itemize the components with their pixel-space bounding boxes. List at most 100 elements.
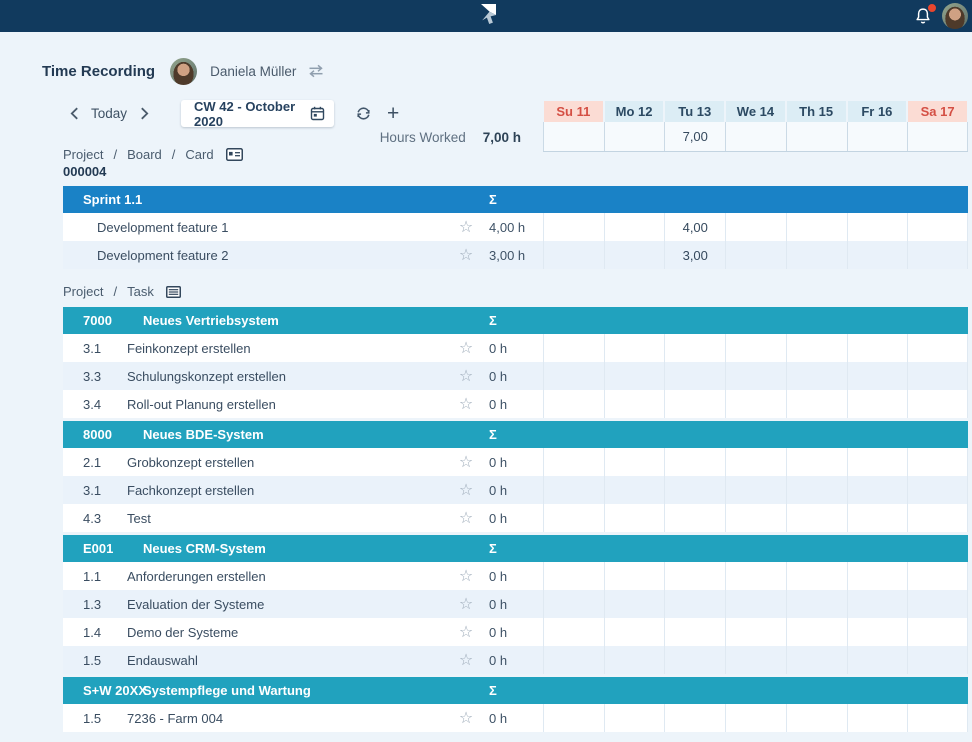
time-entry-cell[interactable] (603, 476, 665, 504)
time-row[interactable]: 1.5 7236 - Farm 004 ☆ 0 h (63, 704, 968, 732)
time-entry-cell[interactable] (603, 590, 665, 618)
time-entry-cell[interactable] (603, 618, 665, 646)
time-entry-cell[interactable] (846, 590, 908, 618)
time-row[interactable]: 3.1 Feinkonzept erstellen ☆ 0 h (63, 334, 968, 362)
time-entry-cell[interactable] (785, 504, 847, 532)
time-entry-cell[interactable] (725, 448, 786, 476)
period-picker[interactable]: CW 42 - October 2020 (181, 99, 335, 129)
time-entry-cell[interactable] (543, 618, 604, 646)
time-entry-cell[interactable] (725, 390, 786, 418)
breadcrumb-item[interactable]: / (171, 147, 176, 162)
time-entry-cell[interactable] (907, 704, 968, 732)
time-row[interactable]: 1.3 Evaluation der Systeme ☆ 0 h (63, 590, 968, 618)
time-entry-cell[interactable] (785, 646, 847, 674)
time-entry-cell[interactable] (603, 362, 665, 390)
time-entry-cell[interactable] (785, 562, 847, 590)
time-entry-cell[interactable] (785, 213, 847, 241)
breadcrumb-item[interactable]: / (113, 147, 118, 162)
time-entry-cell[interactable] (664, 390, 725, 418)
time-entry-cell[interactable] (725, 590, 786, 618)
time-entry-cell[interactable] (664, 476, 725, 504)
time-entry-cell[interactable] (725, 362, 786, 390)
time-entry-cell[interactable] (603, 704, 665, 732)
favorite-star-icon[interactable]: ☆ (458, 510, 474, 527)
time-entry-cell[interactable] (543, 646, 604, 674)
time-row[interactable]: Development feature 2 ☆ 3,00 h 3,00 (63, 241, 968, 269)
time-entry-cell[interactable] (846, 334, 908, 362)
time-entry-cell[interactable] (664, 504, 725, 532)
time-entry-cell[interactable] (907, 590, 968, 618)
time-entry-cell[interactable] (785, 590, 847, 618)
favorite-star-icon[interactable]: ☆ (458, 568, 474, 585)
time-entry-cell[interactable] (603, 390, 665, 418)
time-entry-cell[interactable] (543, 476, 604, 504)
time-entry-cell[interactable] (907, 646, 968, 674)
time-entry-cell[interactable] (785, 241, 847, 269)
time-entry-cell[interactable] (907, 504, 968, 532)
time-entry-cell[interactable] (725, 504, 786, 532)
time-entry-cell[interactable] (785, 618, 847, 646)
time-entry-cell[interactable] (543, 241, 604, 269)
favorite-star-icon[interactable]: ☆ (458, 482, 474, 499)
time-entry-cell[interactable] (846, 241, 908, 269)
previous-week-button[interactable] (63, 102, 85, 126)
favorite-star-icon[interactable]: ☆ (458, 247, 474, 264)
breadcrumb-item[interactable]: Board (127, 147, 162, 162)
time-row[interactable]: 3.3 Schulungskonzept erstellen ☆ 0 h (63, 362, 968, 390)
time-entry-cell[interactable] (664, 448, 725, 476)
time-entry-cell[interactable] (725, 704, 786, 732)
time-entry-cell[interactable] (785, 390, 847, 418)
add-entry-button[interactable]: + (387, 101, 400, 125)
time-entry-cell[interactable] (603, 213, 665, 241)
time-row[interactable]: 3.1 Fachkonzept erstellen ☆ 0 h (63, 476, 968, 504)
time-row[interactable]: 3.4 Roll-out Planung erstellen ☆ 0 h (63, 390, 968, 418)
breadcrumb-item[interactable]: Project (63, 284, 104, 299)
time-entry-cell[interactable] (907, 362, 968, 390)
favorite-star-icon[interactable]: ☆ (458, 219, 474, 236)
time-entry-cell[interactable] (603, 646, 665, 674)
time-entry-cell[interactable] (907, 618, 968, 646)
time-entry-cell[interactable] (543, 504, 604, 532)
time-entry-cell[interactable] (664, 562, 725, 590)
breadcrumb-item[interactable]: / (113, 284, 118, 299)
time-row[interactable]: Development feature 1 ☆ 4,00 h 4,00 (63, 213, 968, 241)
time-entry-cell[interactable] (725, 646, 786, 674)
time-entry-cell[interactable] (543, 448, 604, 476)
refresh-icon[interactable] (355, 105, 372, 122)
time-entry-cell[interactable] (846, 704, 908, 732)
today-button[interactable]: Today (91, 106, 128, 121)
time-entry-cell[interactable]: 4,00 (664, 213, 725, 241)
favorite-star-icon[interactable]: ☆ (458, 368, 474, 385)
favorite-star-icon[interactable]: ☆ (458, 710, 474, 727)
time-entry-cell[interactable] (725, 213, 786, 241)
time-entry-cell[interactable] (907, 213, 968, 241)
breadcrumb-item[interactable]: Project (63, 147, 104, 162)
favorite-star-icon[interactable]: ☆ (458, 396, 474, 413)
time-entry-cell[interactable] (664, 618, 725, 646)
time-entry-cell[interactable] (725, 562, 786, 590)
time-entry-cell[interactable] (785, 704, 847, 732)
time-row[interactable]: 2.1 Grobkonzept erstellen ☆ 0 h (63, 448, 968, 476)
time-entry-cell[interactable] (543, 390, 604, 418)
time-entry-cell[interactable] (846, 213, 908, 241)
time-entry-cell[interactable] (543, 334, 604, 362)
time-entry-cell[interactable] (785, 334, 847, 362)
time-entry-cell[interactable] (543, 562, 604, 590)
time-entry-cell[interactable] (603, 448, 665, 476)
time-row[interactable]: 4.3 Test ☆ 0 h (63, 504, 968, 532)
time-entry-cell[interactable] (664, 646, 725, 674)
time-entry-cell[interactable] (664, 362, 725, 390)
time-entry-cell[interactable] (846, 646, 908, 674)
time-row[interactable]: 1.4 Demo der Systeme ☆ 0 h (63, 618, 968, 646)
time-entry-cell[interactable] (664, 704, 725, 732)
time-entry-cell[interactable] (846, 476, 908, 504)
time-entry-cell[interactable] (846, 362, 908, 390)
time-entry-cell[interactable] (725, 476, 786, 504)
breadcrumb-item[interactable]: Card (185, 147, 214, 162)
time-entry-cell[interactable] (846, 390, 908, 418)
next-week-button[interactable] (133, 102, 155, 126)
time-entry-cell[interactable] (846, 504, 908, 532)
favorite-star-icon[interactable]: ☆ (458, 340, 474, 357)
switch-user-icon[interactable] (307, 64, 325, 78)
time-entry-cell[interactable] (603, 504, 665, 532)
